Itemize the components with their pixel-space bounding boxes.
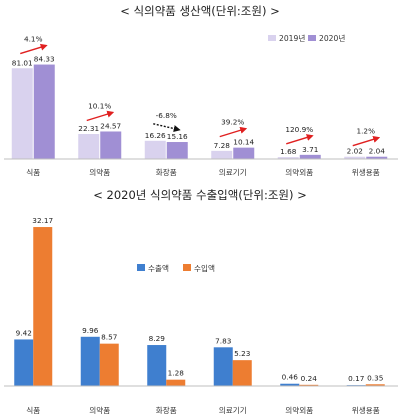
value-label-2020-cat-2: 24.57	[100, 121, 121, 130]
value-label-export-cat-1: 9.42	[16, 328, 32, 337]
bar-export-cat-1	[14, 339, 34, 386]
value-label-export-cat-5: 0.46	[282, 373, 299, 382]
value-label-export-cat-6: 0.17	[348, 374, 365, 383]
legend-label-2019: 2019년	[279, 33, 305, 43]
growth-arrow-cat-4	[219, 126, 248, 138]
value-label-import-cat-5: 0.24	[301, 374, 318, 383]
category-label-trade-cat-2: 의약품	[89, 405, 110, 415]
growth-arrow-cat-6	[352, 135, 381, 147]
category-label-trade-cat-4: 의료기기	[219, 405, 247, 415]
legend-swatch-export	[137, 264, 145, 271]
bar-2020-cat-1	[33, 64, 55, 159]
legend-swatch-import	[183, 264, 191, 271]
trade-legend: 수출액 수입액	[137, 263, 215, 273]
growth-label-cat-3: -6.8%	[156, 111, 177, 120]
value-label-export-cat-2: 9.96	[82, 326, 99, 335]
legend-swatch-2020	[308, 35, 316, 41]
bar-2019-cat-2	[78, 134, 100, 159]
growth-label-cat-1: 4.1%	[24, 35, 43, 44]
value-label-2019-cat-2: 22.31	[78, 124, 99, 133]
category-label-trade-cat-3: 화장품	[156, 405, 177, 415]
production-chart: < 식의약품 생산액(단위:조원) > 2019년 2020년 81.01 84.…	[4, 4, 398, 177]
value-label-import-cat-6: 0.35	[367, 373, 383, 382]
bar-export-cat-3	[147, 345, 167, 386]
bar-2020-cat-6	[366, 156, 388, 159]
growth-label-cat-6: 1.2%	[356, 127, 375, 136]
category-label-cat-2: 의약품	[89, 167, 110, 177]
growth-label-cat-5: 120.9%	[285, 125, 313, 134]
bar-2020-cat-5	[299, 154, 321, 159]
bar-2019-cat-1	[11, 68, 33, 159]
bar-export-cat-2	[80, 336, 100, 386]
legend-label-import: 수입액	[194, 263, 215, 273]
value-label-export-cat-4: 7.83	[215, 336, 232, 345]
value-label-2020-cat-4: 10.14	[233, 138, 254, 147]
bar-2019-cat-4	[211, 150, 233, 159]
value-label-2020-cat-5: 3.71	[302, 145, 318, 154]
production-legend: 2019년 2020년	[268, 33, 345, 43]
legend-swatch-2019	[268, 35, 276, 41]
value-label-2019-cat-3: 16.26	[145, 131, 166, 140]
value-label-import-cat-4: 5.23	[234, 349, 251, 358]
trade-chart-title: < 2020년 식의약품 수출입액(단위:조원) >	[93, 188, 307, 202]
growth-arrow-cat-1	[20, 43, 48, 55]
bar-import-cat-6	[365, 384, 385, 386]
value-label-import-cat-3: 1.28	[168, 369, 185, 378]
bar-export-cat-5	[280, 383, 300, 386]
legend-label-2020: 2020년	[319, 33, 345, 43]
value-label-import-cat-2: 8.57	[101, 333, 118, 342]
bar-import-cat-1	[33, 227, 53, 386]
value-label-2019-cat-1: 81.01	[12, 58, 33, 67]
bar-2020-cat-4	[233, 147, 255, 159]
bar-2020-cat-3	[166, 142, 188, 159]
value-label-2020-cat-6: 2.04	[369, 147, 386, 156]
growth-arrow-cat-3	[153, 123, 181, 132]
bar-import-cat-2	[99, 343, 119, 386]
trade-marks: 9.42 32.17 식품 9.968.57 의약품 8.29 1.28 화장품 7.835.2…	[14, 216, 385, 415]
category-label-cat-4: 의료기기	[219, 167, 247, 177]
bar-2019-cat-5	[277, 157, 299, 159]
value-label-2019-cat-5: 1.68	[280, 147, 297, 156]
trade-chart: < 2020년 식의약품 수출입액(단위:조원) > 수출액 수입액 9.42 3…	[4, 188, 398, 415]
production-chart-title: < 식의약품 생산액(단위:조원) >	[120, 4, 279, 18]
bar-2019-cat-6	[344, 156, 366, 159]
bar-import-cat-3	[166, 379, 186, 386]
growth-label-cat-4: 39.2%	[221, 118, 244, 127]
value-label-2019-cat-4: 7.28	[214, 141, 231, 150]
bar-export-cat-4	[213, 347, 233, 386]
value-label-import-cat-1: 32.17	[32, 216, 53, 225]
bar-import-cat-5	[299, 384, 319, 386]
value-label-export-cat-3: 8.29	[149, 334, 166, 343]
value-label-2019-cat-6: 2.02	[347, 147, 363, 156]
category-label-trade-cat-6: 위생용품	[352, 405, 380, 415]
value-label-2020-cat-1: 84.33	[34, 55, 55, 64]
growth-arrow-cat-2	[86, 110, 115, 122]
category-label-cat-3: 화장품	[156, 167, 177, 177]
bar-2019-cat-3	[144, 140, 166, 159]
category-label-trade-cat-5: 의약외품	[285, 405, 313, 415]
category-label-cat-6: 위생용품	[352, 167, 380, 177]
bar-import-cat-4	[232, 360, 252, 386]
legend-label-export: 수출액	[148, 263, 169, 273]
bar-2020-cat-2	[100, 131, 122, 159]
category-label-trade-cat-1: 식품	[26, 406, 40, 415]
category-label-cat-1: 식품	[26, 168, 40, 177]
value-label-2020-cat-3: 15.16	[167, 132, 188, 141]
growth-arrow-cat-5	[286, 134, 314, 145]
category-label-cat-5: 의약외품	[285, 167, 313, 177]
growth-label-cat-2: 10.1%	[88, 101, 111, 110]
